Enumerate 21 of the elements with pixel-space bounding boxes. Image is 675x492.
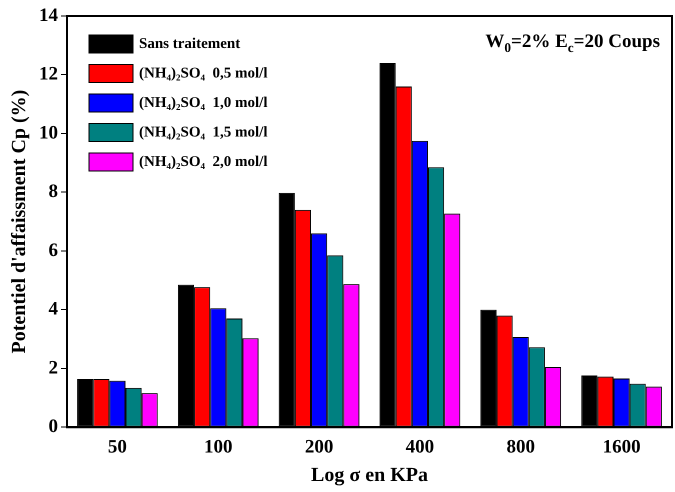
y-tick-label: 0 [48, 416, 58, 438]
legend-label: (NH₄)₂SO₄ 0,5 mol/l [139, 65, 268, 82]
x-tick-label: 1600 [602, 436, 641, 458]
x-tick-label: 200 [304, 436, 334, 458]
legend-label: (NH₄)₂SO₄ 1,5 mol/l [139, 124, 268, 140]
y-tick-label: 2 [48, 357, 58, 378]
legend-label: (NH₄)₂SO₄ 1,0 mol/l [139, 94, 268, 111]
x-tick-label: 100 [204, 436, 232, 458]
y-axis-title: Potentiel d'affaissment Cp (%) [8, 90, 30, 354]
y-tick-label: 4 [48, 298, 58, 320]
y-tick-label: 12 [39, 64, 58, 85]
y-tick-label: 10 [39, 122, 58, 144]
x-tick-label: 400 [406, 436, 434, 458]
x-tick-label: 50 [108, 436, 127, 458]
y-tick-label: 14 [39, 4, 58, 26]
legend-label: Sans traitement [139, 36, 240, 52]
legend-label: (NH₄)₂SO₄ 2,0 mol/l [139, 154, 268, 170]
x-axis-title: Log σ en KPa [311, 464, 428, 486]
y-tick-label: 8 [48, 181, 58, 202]
y-tick-label: 6 [48, 240, 58, 261]
x-tick-label: 800 [506, 436, 535, 458]
